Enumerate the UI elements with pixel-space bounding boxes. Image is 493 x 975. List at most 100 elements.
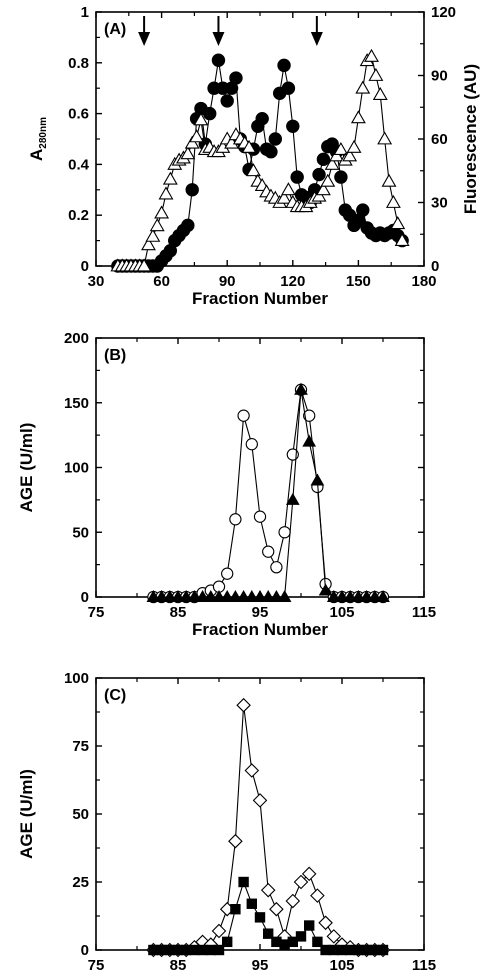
data-series-1: [147, 383, 390, 604]
data-point: [310, 473, 325, 486]
data-point: [269, 901, 284, 917]
data-point: [220, 94, 234, 108]
data-point: [377, 944, 389, 956]
y-axis-title-main: AGE (U/ml): [17, 769, 36, 859]
data-point: [345, 944, 356, 956]
data-point: [237, 409, 250, 422]
data-point: [385, 194, 401, 208]
chart-panel-3: 75 85 95 105 115 0 25 50 75 100 Fraction Number AGE…: [17, 670, 436, 975]
data-point: [355, 80, 371, 94]
data-point: [154, 589, 169, 602]
data-point: [293, 874, 309, 890]
y-tick-label: 0.6: [68, 106, 89, 123]
data-point: [364, 48, 379, 62]
data-point: [253, 510, 267, 523]
data-point: [390, 216, 406, 230]
data-point: [276, 190, 292, 204]
y-tick-label: 0.8: [68, 55, 89, 72]
data-point: [350, 110, 366, 124]
data-point: [271, 936, 282, 948]
x-tick-label: 95: [252, 957, 269, 974]
data-point: [181, 218, 195, 233]
data-point: [320, 173, 336, 187]
x-tick-label: 120: [280, 273, 305, 290]
data-point: [351, 589, 366, 602]
y-tick-label: 25: [72, 874, 89, 891]
y2-axis-title: Fluorescence (AU): [461, 64, 480, 214]
data-point: [228, 589, 243, 602]
data-point: [164, 944, 175, 956]
data-series-2: [110, 48, 410, 272]
data-point: [328, 944, 339, 956]
data-point: [158, 186, 174, 200]
data-point: [149, 218, 165, 232]
data-point: [146, 589, 161, 602]
series-line: [153, 389, 383, 598]
data-point: [311, 188, 327, 202]
data-point: [220, 589, 235, 602]
data-point: [277, 58, 291, 73]
data-point: [312, 167, 326, 182]
data-point: [281, 81, 296, 95]
x-tick-label: 115: [412, 604, 436, 621]
data-point: [252, 793, 268, 808]
data-point: [335, 589, 349, 602]
data-point: [302, 434, 317, 447]
x-tick-label: 105: [329, 957, 354, 974]
data-point: [301, 866, 317, 882]
plot-frame: [95, 337, 425, 598]
y-axis-title-subscript: 280nm: [38, 117, 49, 149]
x-tick-label: 30: [88, 273, 105, 290]
x-tick-label: 180: [411, 273, 436, 290]
data-point: [211, 923, 227, 939]
data-point: [356, 203, 370, 217]
data-point: [334, 170, 348, 184]
x-tick-label: 95: [252, 604, 269, 621]
data-point: [154, 205, 170, 219]
chart-panel-2: 75 85 95 105 115 0 50 100 150 200 Fraction Number A…: [17, 330, 436, 639]
data-point: [136, 258, 152, 272]
data-point: [141, 237, 156, 251]
data-point: [203, 106, 217, 121]
data-point: [359, 589, 374, 602]
series-line: [153, 705, 383, 951]
data-point: [195, 589, 210, 602]
data-point: [222, 936, 233, 948]
data-point: [318, 583, 333, 596]
data-point: [184, 135, 200, 149]
panel-label: (C): [104, 687, 126, 704]
panel-label: (B): [104, 347, 126, 364]
data-point: [213, 944, 225, 956]
data-point: [260, 882, 276, 898]
data-point: [268, 132, 283, 146]
data-point: [203, 589, 218, 602]
data-point: [236, 589, 251, 602]
data-point: [368, 67, 384, 81]
data-point: [244, 763, 260, 778]
data-point: [244, 589, 259, 602]
y-axis-title-main: A: [27, 149, 46, 161]
fraction-arrow-head: [212, 32, 225, 46]
y-tick-label: 50: [72, 524, 89, 541]
data-point: [318, 915, 333, 931]
data-point: [333, 141, 349, 156]
data-point: [372, 86, 388, 100]
data-point: [286, 119, 300, 134]
data-series-2: [146, 382, 390, 602]
data-point: [255, 111, 269, 126]
data-point: [212, 589, 226, 602]
data-point: [211, 53, 226, 67]
data-point: [294, 382, 308, 395]
data-point: [156, 944, 167, 956]
data-point: [230, 904, 241, 915]
data-series-1: [146, 697, 391, 958]
y-tick-label: 0: [81, 942, 89, 959]
data-point: [181, 944, 192, 956]
data-point: [197, 944, 208, 956]
x-tick-label: 75: [88, 957, 105, 974]
data-point: [262, 545, 275, 558]
x-tick-label: 150: [346, 273, 371, 290]
y2-tick-label: 120: [431, 4, 456, 21]
data-point: [145, 228, 161, 242]
